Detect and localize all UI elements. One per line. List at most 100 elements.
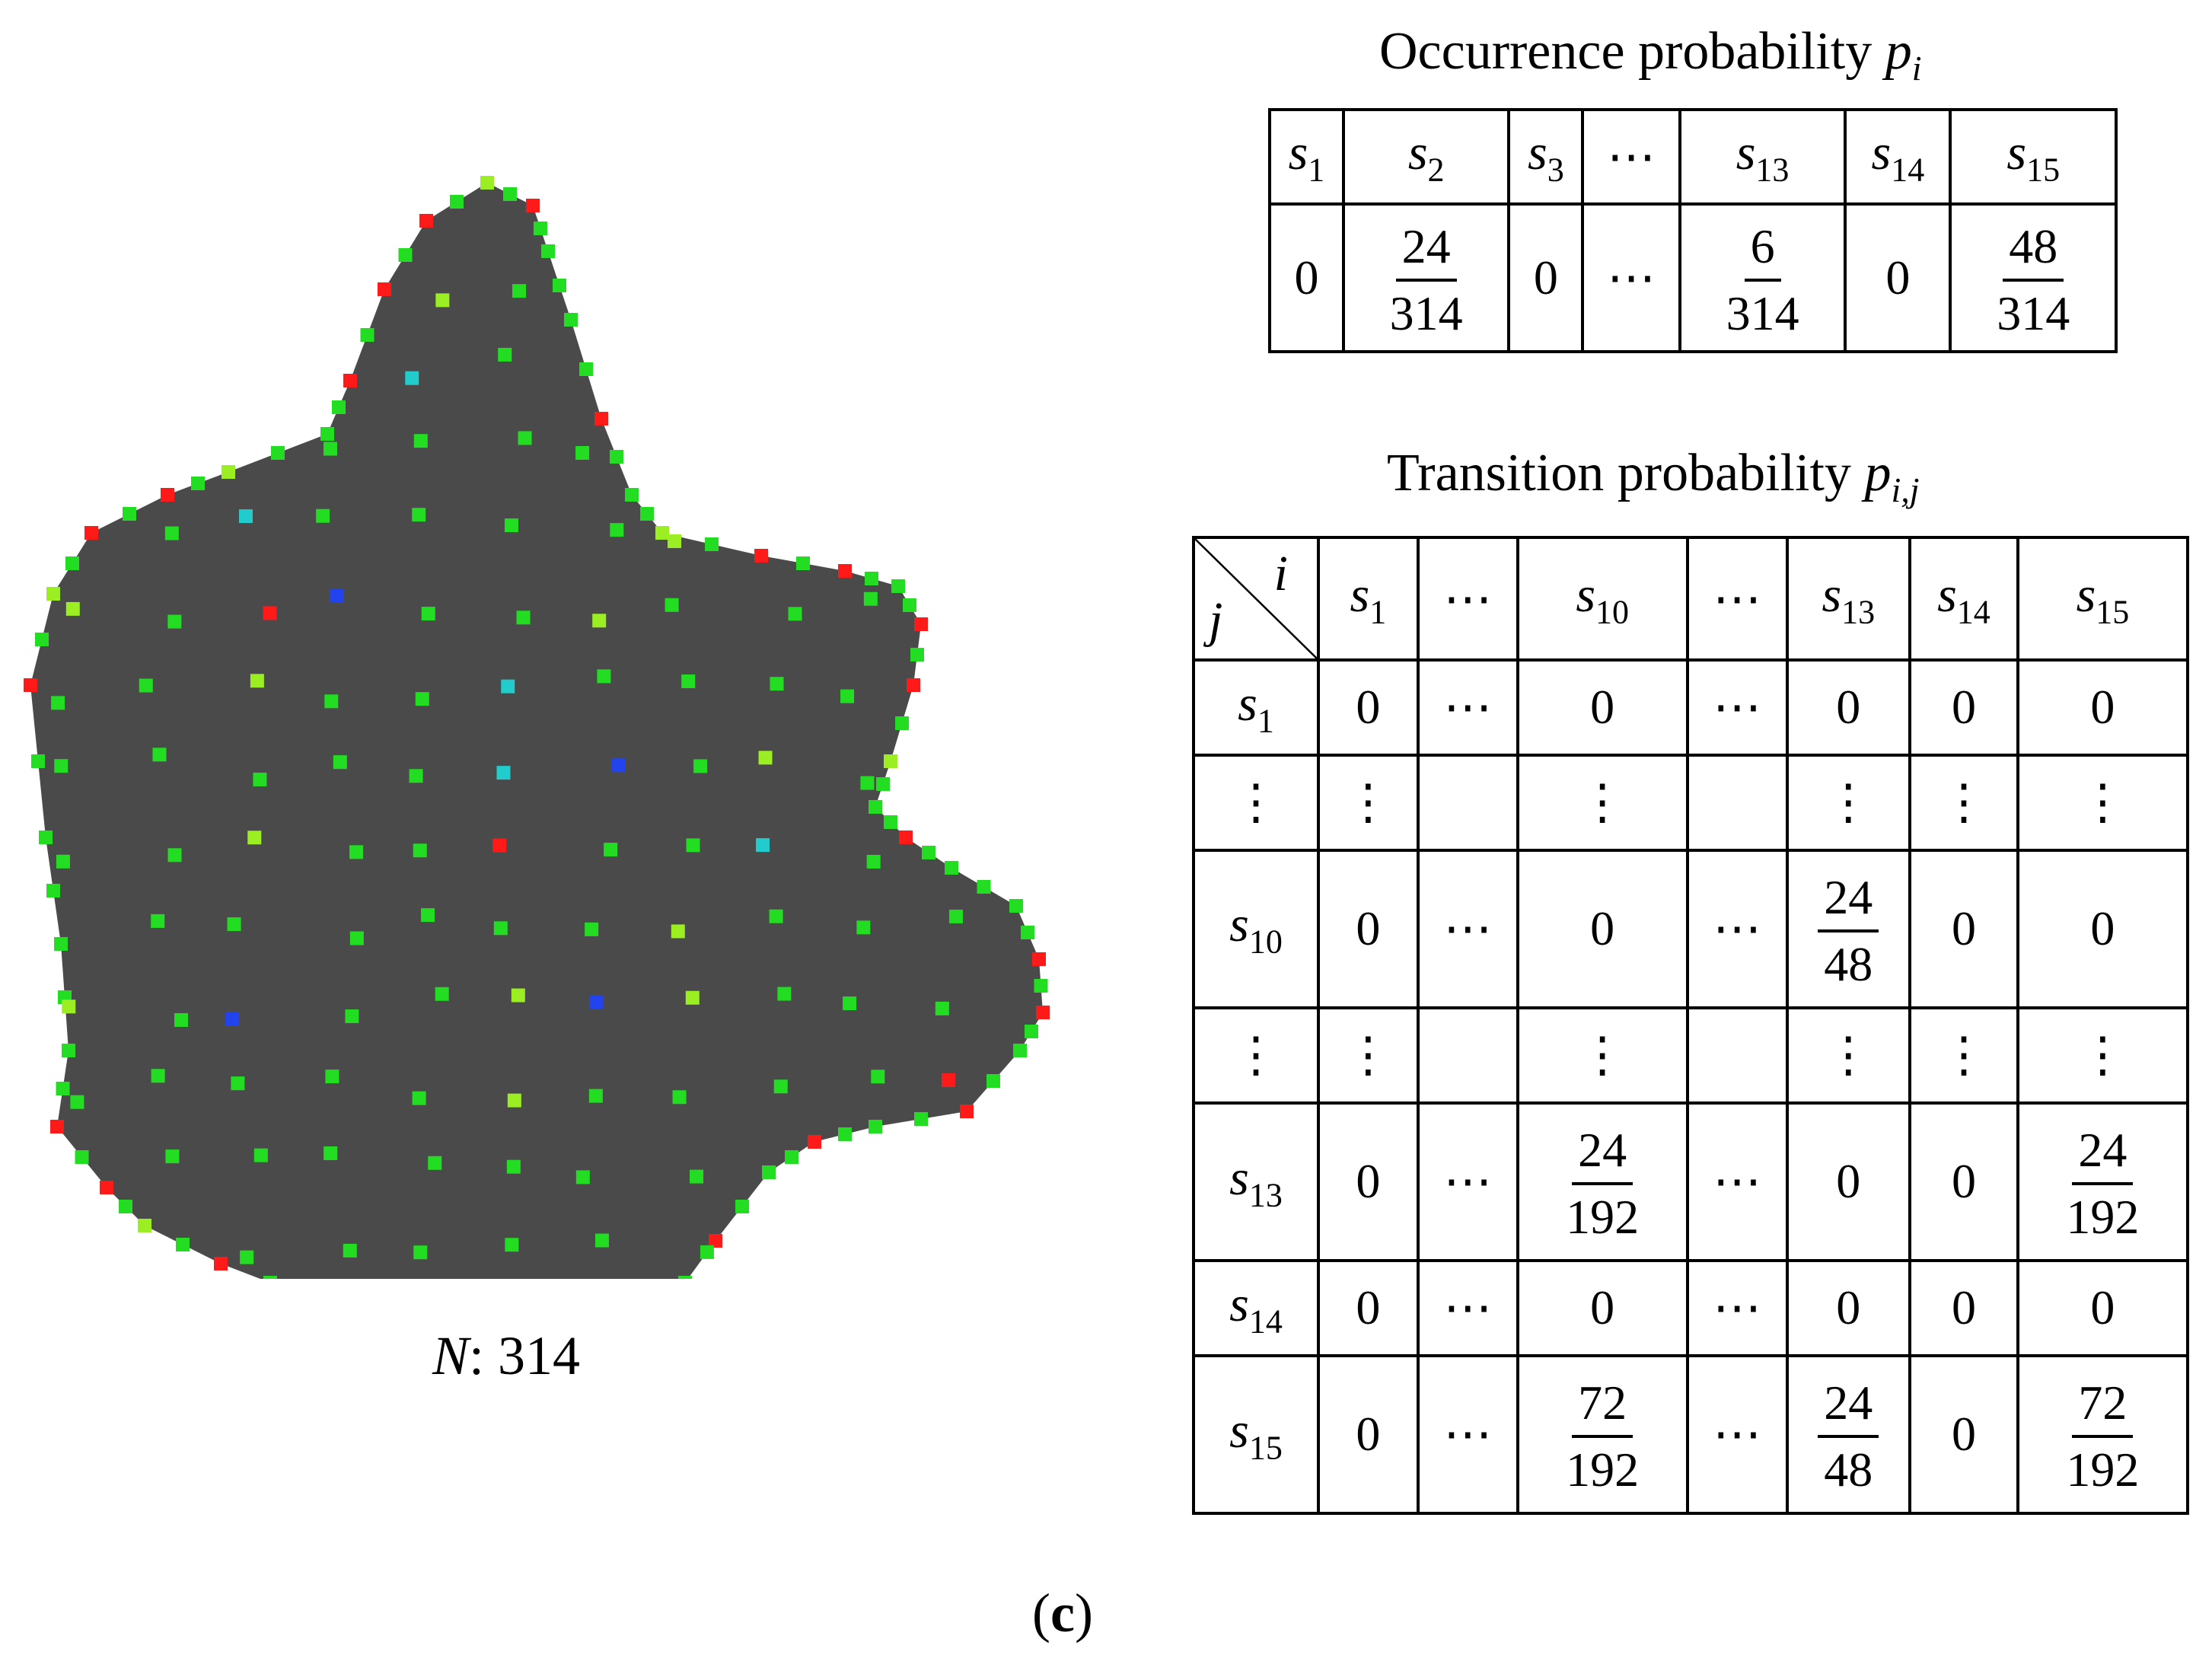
interior-marker: [238, 509, 253, 524]
fraction-denominator: 192: [1566, 1189, 1640, 1244]
transition-value-cell: ⋮: [1785, 753, 1912, 852]
boundary-marker: [579, 362, 593, 376]
occurrence-title-text: Occurrence probability: [1379, 22, 1885, 81]
interior-marker: [610, 523, 624, 537]
state-symbol-base: s: [1229, 1276, 1249, 1332]
state-symbol-index: 3: [1547, 151, 1564, 189]
boundary-marker: [84, 526, 98, 540]
state-symbol: s14: [1872, 125, 1925, 188]
cell-text: ⋯: [1713, 571, 1762, 626]
cell-text: 0: [1356, 1280, 1381, 1335]
cell-text: ⋮: [1578, 775, 1627, 830]
occurrence-column-header: s1: [1268, 108, 1345, 206]
interior-marker: [685, 990, 700, 1005]
cell-text: 0: [1951, 901, 1976, 956]
fraction-numerator: 72: [1572, 1378, 1634, 1438]
interior-marker: [611, 758, 626, 773]
state-symbol: s10: [1229, 897, 1283, 960]
interior-marker: [681, 674, 696, 689]
interior-marker: [700, 1245, 714, 1259]
interior-marker: [349, 845, 364, 859]
fraction: 72 192: [2060, 1378, 2145, 1494]
transition-column-header: s10: [1516, 536, 1689, 662]
fraction-denominator: 314: [1997, 285, 2070, 340]
occurrence-column-header: ⋯: [1581, 108, 1681, 206]
state-symbol: s1: [1350, 567, 1387, 630]
occurrence-value-cell: 0: [1268, 202, 1345, 353]
transition-value-cell: 24 192: [1516, 1101, 1689, 1262]
interior-marker: [435, 987, 449, 1001]
boundary-marker: [419, 214, 433, 228]
n-variable: N: [432, 1325, 470, 1386]
boundary-marker: [480, 176, 494, 190]
interior-marker: [65, 601, 80, 616]
cell-text: ⋯: [1713, 901, 1762, 956]
cell-text: 0: [2090, 680, 2115, 735]
state-symbol-index: 10: [1248, 923, 1283, 961]
interior-marker: [152, 748, 167, 762]
column-axis-label: i: [1273, 546, 1288, 601]
boundary-marker: [100, 1181, 113, 1194]
interior-marker: [263, 606, 277, 620]
transition-row: s15 0 ⋯ 72 192 ⋯ 24 48 0 72 192: [1192, 1353, 2190, 1516]
boundary-marker: [343, 374, 357, 387]
boundary-marker: [945, 861, 958, 875]
state-symbol-index: 14: [1248, 1302, 1283, 1340]
boundary-marker: [895, 716, 909, 730]
boundary-marker: [526, 199, 540, 212]
transition-value-cell: ⋮: [2016, 1006, 2190, 1105]
transition-row-header: ⋮: [1192, 753, 1320, 852]
occurrence-value-cell: 24 314: [1341, 202, 1511, 353]
boundary-marker: [838, 564, 852, 578]
cell-text: 0: [1590, 1280, 1615, 1335]
interior-marker: [758, 751, 773, 765]
boundary-marker: [360, 328, 375, 342]
transition-value-cell: [1685, 753, 1789, 852]
transition-value-cell: ⋯: [1416, 1101, 1519, 1262]
interior-marker: [333, 755, 347, 770]
state-symbol-index: 15: [2096, 593, 2130, 631]
cell-text: ⋮: [1939, 1028, 1988, 1082]
interior-marker: [421, 908, 435, 923]
transition-value-cell: 0: [1317, 658, 1420, 757]
cell-text: ⋯: [1713, 1280, 1762, 1335]
fraction-denominator: 314: [1726, 285, 1799, 340]
interior-marker: [860, 776, 875, 790]
occurrence-column-header: s15: [1949, 108, 2118, 206]
state-symbol: s13: [1735, 125, 1790, 188]
transition-title-var: p: [1864, 444, 1892, 502]
occurrence-title-var: p: [1885, 22, 1912, 81]
sample-count-caption: N: 314: [432, 1325, 580, 1388]
interior-marker: [506, 1159, 521, 1174]
transition-title-text: Transition probability: [1387, 444, 1865, 502]
row-axis-label: j: [1209, 592, 1223, 648]
cell-text: 0: [1885, 250, 1911, 304]
transition-value-cell: 0: [1908, 1258, 2019, 1357]
fraction: 24 48: [1818, 872, 1879, 991]
boundary-marker: [891, 579, 905, 593]
fraction: 24 314: [1384, 222, 1469, 338]
state-symbol-base: s: [1407, 125, 1428, 181]
transition-value-cell: 0: [2016, 658, 2190, 757]
state-symbol-base: s: [1735, 125, 1756, 181]
interior-marker: [871, 1070, 885, 1084]
interior-marker: [413, 434, 428, 448]
state-symbol-index: 1: [1308, 151, 1325, 189]
boundary-marker: [678, 1276, 692, 1279]
state-symbol-index: 14: [1956, 593, 1990, 631]
transition-value-cell: 0: [1317, 1258, 1420, 1357]
panel-label: (c): [1032, 1583, 1093, 1643]
diagonal-divider: [1195, 539, 1317, 658]
cell-text: ⋯: [1713, 1407, 1762, 1462]
transition-title-sub: i,j: [1891, 470, 1920, 509]
interior-marker: [935, 1001, 949, 1015]
fraction-denominator: 48: [1824, 936, 1873, 991]
fraction-numerator: 24: [1395, 222, 1457, 282]
cell-text: 0: [1356, 680, 1381, 735]
boundary-marker: [39, 830, 53, 844]
transition-column-header: ⋯: [1685, 536, 1789, 662]
transition-value-cell: 0: [1908, 1101, 2019, 1262]
transition-value-cell: ⋮: [1317, 1006, 1420, 1105]
state-symbol: s10: [1576, 567, 1629, 630]
